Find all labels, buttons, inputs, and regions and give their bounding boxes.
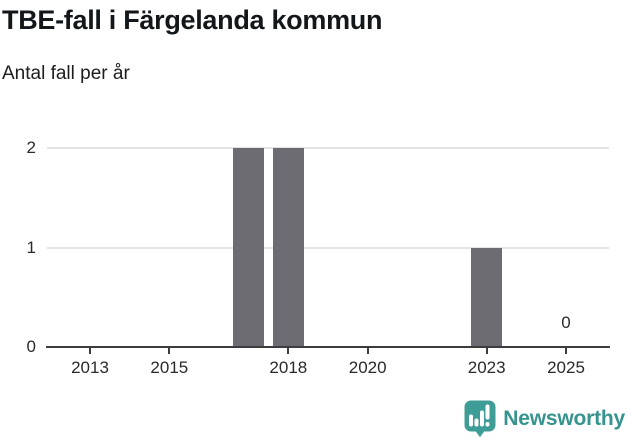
gridline-y-1: [47, 246, 609, 249]
x-axis-tick-label: 2020: [348, 358, 387, 377]
newsworthy-wordmark: Newsworthy: [503, 407, 625, 430]
y-axis-tick-label: 0: [26, 337, 36, 356]
x-axis-tick-label: 2015: [150, 358, 189, 377]
x-axis-line: [46, 346, 610, 348]
bar-2018: [272, 148, 304, 347]
x-axis-tick: [366, 348, 369, 354]
bar-2017: [233, 148, 265, 347]
newsworthy-logo: Newsworthy: [464, 400, 625, 438]
x-axis-tick: [287, 348, 290, 354]
x-axis-tick: [565, 348, 567, 354]
x-axis-tick-label: 2023: [467, 358, 506, 377]
gridline-y-2: [47, 147, 609, 149]
bar-2023: [471, 247, 503, 347]
x-axis-tick-label: 2025: [547, 358, 585, 377]
x-axis-tick-label: 2018: [269, 358, 308, 377]
x-axis-tick-label: 2013: [71, 358, 109, 377]
y-axis-tick-label: 2: [26, 138, 36, 157]
newsworthy-bar-chart-bubble-icon: [464, 400, 496, 438]
value-label: 0: [561, 313, 571, 332]
x-axis-tick: [89, 348, 91, 354]
x-axis-tick: [168, 348, 171, 354]
y-axis-tick-label: 1: [26, 237, 36, 257]
chart-subtitle: Antal fall per år: [2, 63, 130, 84]
chart-title: TBE-fall i Färgelanda kommun: [2, 5, 383, 35]
x-axis-tick: [485, 348, 488, 354]
